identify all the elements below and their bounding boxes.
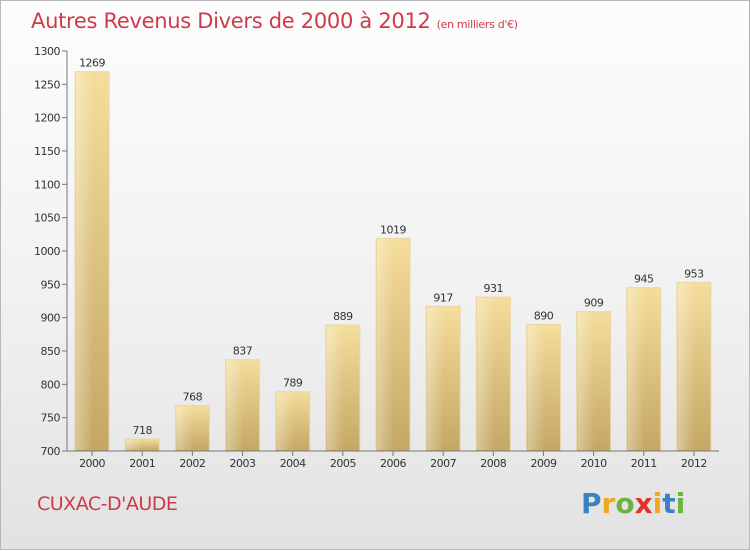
bar-highlight bbox=[627, 288, 645, 450]
bar-highlight bbox=[527, 325, 545, 450]
title-text: Autres Revenus Divers de 2000 à 2012 bbox=[31, 9, 431, 33]
y-tick-label: 900 bbox=[41, 312, 61, 325]
bar-highlight bbox=[577, 312, 595, 450]
bar-highlight bbox=[76, 72, 94, 451]
x-tick-label: 2008 bbox=[480, 457, 506, 470]
x-tick-label: 2001 bbox=[129, 457, 155, 470]
x-tick-label: 2003 bbox=[230, 457, 256, 470]
y-tick-label: 950 bbox=[41, 278, 61, 291]
bar-value-label: 945 bbox=[634, 273, 654, 286]
y-tick-label: 1100 bbox=[34, 178, 60, 191]
bar-value-label: 768 bbox=[183, 391, 203, 404]
y-tick-label: 1150 bbox=[34, 145, 60, 158]
bar-highlight bbox=[126, 440, 144, 450]
x-tick-label: 2002 bbox=[179, 457, 205, 470]
x-axis: 2000 2001 2002 2003 2004 2005 2006 2007 2008 2009… bbox=[67, 450, 719, 470]
bar-highlight bbox=[377, 239, 394, 450]
bar-highlight bbox=[176, 406, 194, 450]
x-tick-label: 2010 bbox=[581, 457, 607, 470]
x-tick-label: 2006 bbox=[380, 457, 406, 470]
bar-highlight bbox=[276, 392, 294, 450]
y-tick-label: 1000 bbox=[34, 245, 60, 258]
y-tick-label: 750 bbox=[41, 412, 61, 425]
y-tick-label: 850 bbox=[41, 345, 61, 358]
logo-letter: o bbox=[615, 487, 635, 520]
x-tick-label: 2000 bbox=[79, 457, 105, 470]
bar-value-label: 718 bbox=[132, 424, 152, 437]
bar-value-label: 1269 bbox=[79, 57, 105, 70]
y-tick-label: 1050 bbox=[34, 212, 60, 225]
bars-group: 1269 718 768 837 789 889 1019 917 931 890 909 945 95… bbox=[74, 57, 712, 452]
logo-letter: t bbox=[662, 487, 676, 520]
proxiti-logo: Proxiti bbox=[581, 487, 685, 520]
logo-letter: r bbox=[601, 487, 616, 520]
logo-letter: i bbox=[675, 487, 686, 520]
x-tick-label: 2004 bbox=[280, 457, 306, 470]
y-tick-label: 700 bbox=[41, 445, 61, 458]
bar-value-label: 1019 bbox=[380, 223, 406, 236]
x-tick-label: 2007 bbox=[430, 457, 456, 470]
bar-value-label: 789 bbox=[283, 377, 303, 390]
bar-value-label: 917 bbox=[433, 291, 453, 304]
x-tick-label: 2011 bbox=[631, 457, 657, 470]
y-tick-label: 800 bbox=[41, 378, 61, 391]
y-tick-label: 1300 bbox=[34, 45, 60, 58]
y-tick-label: 1250 bbox=[34, 78, 60, 91]
bar-value-label: 889 bbox=[333, 310, 353, 323]
bar-value-label: 890 bbox=[534, 309, 554, 322]
chart-title: Autres Revenus Divers de 2000 à 2012 (en … bbox=[31, 9, 518, 33]
logo-letter: i bbox=[652, 487, 663, 520]
subtitle-text: (en milliers d'€) bbox=[436, 18, 518, 31]
logo-letter: x bbox=[634, 487, 653, 520]
bar-value-label: 931 bbox=[484, 282, 504, 295]
bar-highlight bbox=[326, 326, 344, 450]
x-tick-label: 2005 bbox=[330, 457, 356, 470]
bar-highlight bbox=[677, 283, 695, 450]
town-name: CUXAC-D'AUDE bbox=[37, 493, 178, 515]
x-tick-label: 2009 bbox=[530, 457, 556, 470]
bar-value-label: 837 bbox=[233, 345, 253, 358]
bar-value-label: 953 bbox=[684, 267, 704, 280]
bar-highlight bbox=[226, 360, 244, 450]
bar-highlight bbox=[427, 307, 445, 450]
y-axis: 700 750 800 850 900 950 1000 1050 1100 1150 1200 12… bbox=[34, 45, 68, 458]
logo-letter: P bbox=[581, 487, 602, 520]
bar-value-label: 909 bbox=[584, 297, 604, 310]
bar-highlight bbox=[477, 298, 495, 450]
x-tick-label: 2012 bbox=[681, 457, 707, 470]
y-tick-label: 1200 bbox=[34, 112, 60, 125]
